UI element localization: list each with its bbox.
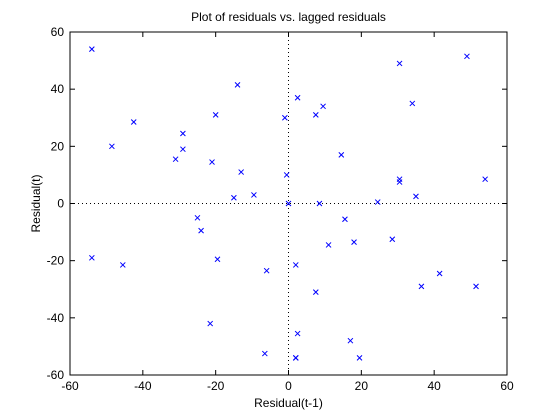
data-point <box>356 354 363 361</box>
data-point <box>338 152 345 158</box>
x-axis-label: Residual(t-1) <box>254 396 323 410</box>
data-point <box>261 350 268 357</box>
data-points <box>88 46 489 361</box>
data-point <box>396 179 403 185</box>
x-tick-label: 0 <box>285 379 292 393</box>
y-axis-label: Residual(t) <box>29 174 43 232</box>
data-point <box>119 262 126 268</box>
data-point <box>283 172 290 178</box>
data-point <box>482 176 489 183</box>
data-point <box>320 103 326 110</box>
y-tick-label: 0 <box>57 197 64 211</box>
data-point <box>347 337 354 344</box>
data-point <box>198 227 204 234</box>
x-tick-label: -40 <box>134 379 152 393</box>
data-point <box>109 143 115 150</box>
data-point <box>325 242 332 248</box>
data-point <box>238 169 245 175</box>
data-point <box>209 159 215 165</box>
data-point <box>473 283 479 290</box>
y-tick-label: -20 <box>47 254 65 268</box>
data-point <box>464 53 470 60</box>
data-point <box>212 112 219 118</box>
x-tick-label: -60 <box>61 379 79 393</box>
data-point <box>285 200 292 207</box>
data-point <box>413 193 419 200</box>
y-tick-label: 60 <box>51 25 65 39</box>
data-point <box>312 289 319 295</box>
x-tick-label: -20 <box>207 379 225 393</box>
data-point <box>418 283 425 290</box>
data-point <box>251 192 257 198</box>
data-point <box>180 146 186 153</box>
data-point <box>180 130 186 137</box>
data-point <box>194 214 201 221</box>
data-point <box>88 254 95 261</box>
data-point <box>374 199 381 205</box>
data-point <box>294 330 301 337</box>
data-point <box>436 270 443 277</box>
data-point <box>234 82 241 88</box>
data-point <box>207 320 214 327</box>
x-axis-ticks: -60 -40 -20 0 20 40 60 <box>61 32 514 393</box>
y-axis-ticks: -60 -40 -20 0 20 40 60 <box>47 25 507 382</box>
data-point <box>172 156 179 163</box>
reference-lines <box>70 32 507 375</box>
data-point <box>214 256 221 263</box>
data-point <box>294 94 301 101</box>
x-tick-label: 20 <box>355 379 369 393</box>
data-point <box>263 267 270 274</box>
data-point <box>342 216 348 223</box>
data-point <box>389 236 396 243</box>
chart-title: Plot of residuals vs. lagged residuals <box>191 10 386 24</box>
y-tick-label: -60 <box>47 368 65 382</box>
y-tick-label: -40 <box>47 311 65 325</box>
data-point <box>351 239 357 245</box>
data-point <box>312 112 319 118</box>
data-point <box>316 200 323 207</box>
y-tick-label: 20 <box>51 139 65 153</box>
x-tick-label: 60 <box>500 379 514 393</box>
data-point <box>88 46 95 53</box>
data-point <box>231 194 237 201</box>
data-point <box>292 354 299 361</box>
data-point <box>409 100 416 107</box>
x-tick-label: 40 <box>427 379 441 393</box>
data-point <box>282 114 288 121</box>
y-tick-label: 40 <box>51 82 65 96</box>
data-point <box>292 262 299 268</box>
data-point <box>130 119 137 125</box>
data-point <box>396 60 403 67</box>
